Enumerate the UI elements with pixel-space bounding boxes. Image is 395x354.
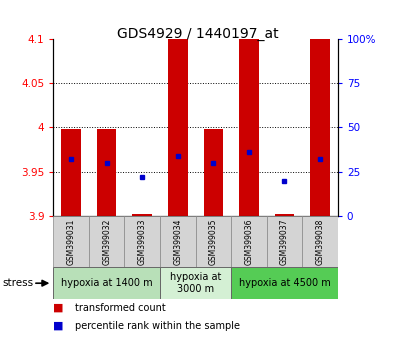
- Text: hypoxia at 4500 m: hypoxia at 4500 m: [239, 278, 330, 288]
- Bar: [310, 39, 330, 216]
- Bar: [275, 214, 294, 216]
- Text: GSM399038: GSM399038: [316, 218, 324, 265]
- Bar: [267, 216, 302, 267]
- Bar: [124, 216, 160, 267]
- Bar: [231, 216, 267, 267]
- Text: stress: stress: [2, 278, 33, 288]
- Bar: [97, 129, 117, 216]
- Bar: [132, 214, 152, 216]
- Text: transformed count: transformed count: [75, 303, 166, 313]
- Text: percentile rank within the sample: percentile rank within the sample: [75, 321, 240, 331]
- Bar: [196, 216, 231, 267]
- Bar: [61, 129, 81, 216]
- Text: GDS4929 / 1440197_at: GDS4929 / 1440197_at: [117, 27, 278, 41]
- Text: ■: ■: [53, 321, 67, 331]
- Bar: [53, 216, 89, 267]
- Bar: [302, 216, 338, 267]
- Bar: [89, 216, 124, 267]
- Text: GSM399031: GSM399031: [67, 218, 75, 265]
- Text: GSM399033: GSM399033: [138, 218, 147, 265]
- Text: hypoxia at 1400 m: hypoxia at 1400 m: [61, 278, 152, 288]
- Text: GSM399036: GSM399036: [245, 218, 253, 265]
- Bar: [239, 39, 259, 216]
- Text: GSM399037: GSM399037: [280, 218, 289, 265]
- Bar: [160, 267, 231, 299]
- Bar: [53, 267, 160, 299]
- Bar: [203, 129, 223, 216]
- Text: ■: ■: [53, 303, 67, 313]
- Text: GSM399032: GSM399032: [102, 218, 111, 265]
- Bar: [231, 267, 338, 299]
- Text: hypoxia at
3000 m: hypoxia at 3000 m: [170, 272, 221, 294]
- Bar: [160, 216, 196, 267]
- Bar: [168, 39, 188, 216]
- Text: GSM399034: GSM399034: [173, 218, 182, 265]
- Text: GSM399035: GSM399035: [209, 218, 218, 265]
